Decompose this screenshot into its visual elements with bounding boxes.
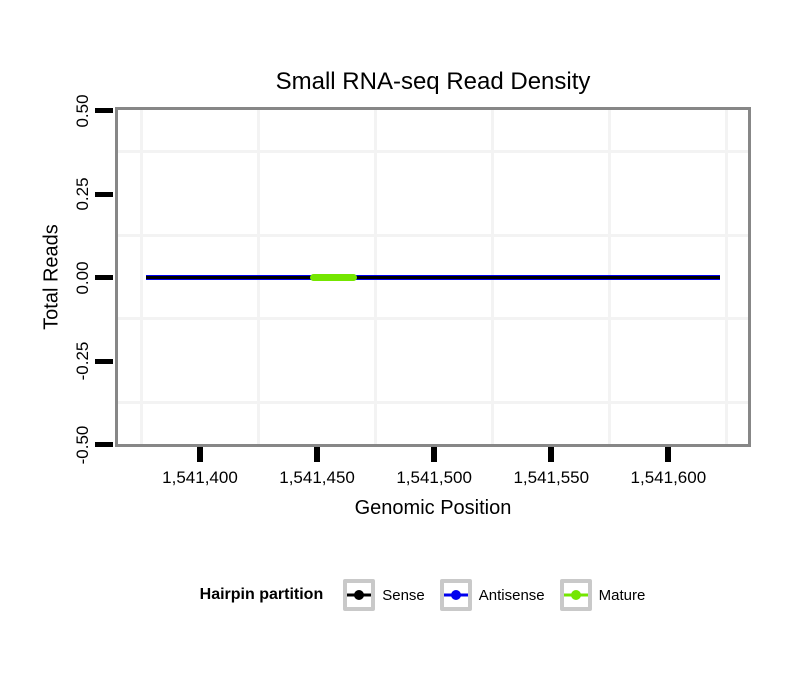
x-axis-tick [665, 447, 672, 462]
y-tick-label: 0.25 [73, 177, 92, 211]
y-axis-tick [95, 191, 113, 197]
y-axis-tick [95, 108, 113, 113]
y-axis-tick [95, 275, 113, 280]
legend-key-dot [570, 590, 581, 600]
y-tick-label: 0.50 [73, 93, 92, 128]
x-tick-label: 1,541,550 [513, 468, 590, 487]
minor-gridline-horizontal [118, 400, 748, 404]
x-axis-title: Genomic Position [354, 497, 512, 519]
minor-gridline-vertical [725, 110, 729, 444]
minor-gridline-horizontal [118, 233, 748, 237]
minor-gridline-horizontal [118, 150, 748, 154]
y-axis-tick [95, 442, 113, 447]
chart-title: Small RNA-seq Read Density [275, 68, 591, 95]
legend: Hairpin partition Sense Antisense Mature [25, 577, 810, 613]
y-tick-label: -0.25 [73, 341, 92, 381]
legend-item-label: Mature [598, 586, 646, 604]
x-axis-tick [548, 447, 555, 462]
legend-item-sense: Sense [343, 579, 440, 611]
x-tick-label: 1,541,600 [630, 468, 707, 487]
x-axis-tick [196, 447, 203, 462]
x-axis-tick [314, 447, 321, 462]
legend-key-box [439, 579, 472, 611]
x-tick-label: 1,541,400 [162, 468, 238, 487]
y-axis-tick [95, 358, 113, 364]
legend-key-box [559, 579, 592, 611]
legend-item-antisense: Antisense [439, 579, 560, 611]
y-tick-label: 0.00 [73, 260, 92, 295]
x-axis-tick [431, 447, 438, 462]
x-tick-label: 1,541,450 [279, 468, 355, 487]
legend-title: Hairpin partition [199, 586, 324, 603]
legend-item-label: Sense [382, 586, 425, 604]
y-tick-label: -0.50 [73, 425, 92, 464]
minor-gridline-horizontal [118, 317, 748, 321]
series-line-sense [146, 275, 720, 279]
plot-panel [115, 107, 751, 447]
legend-key-dot [354, 590, 365, 600]
legend-item-mature: Mature [559, 579, 661, 611]
minor-gridline-vertical [139, 110, 143, 444]
legend-item-label: Antisense [478, 586, 545, 604]
legend-items: Sense Antisense Mature [343, 579, 660, 611]
legend-key-dot [450, 590, 461, 600]
legend-key-box [343, 579, 376, 611]
x-tick-label: 1,541,500 [396, 468, 472, 487]
series-line-mature [310, 273, 357, 281]
y-axis-title: Total Reads [40, 224, 63, 330]
